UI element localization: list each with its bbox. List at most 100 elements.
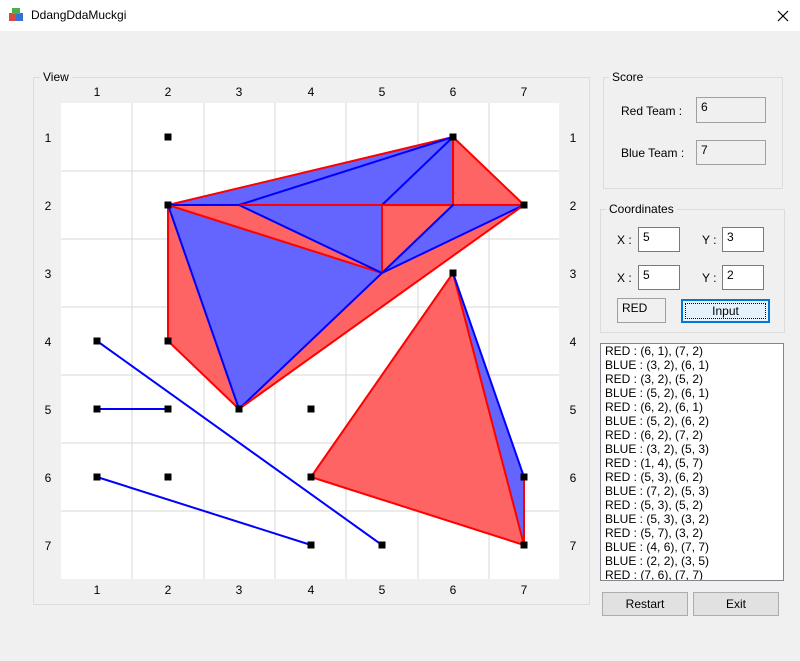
log-entry: BLUE : (4, 6), (7, 7) (605, 540, 710, 554)
board-point[interactable] (449, 269, 457, 277)
drawn-segment (452, 136, 525, 206)
y1-label: Y : (702, 233, 717, 247)
drawn-segment (381, 204, 454, 274)
drawn-segment (452, 272, 525, 478)
column-label: 6 (450, 583, 457, 597)
row-label: 2 (45, 199, 52, 213)
row-label: 5 (45, 403, 52, 417)
log-entry: BLUE : (5, 2), (6, 2) (605, 414, 710, 428)
log-entry: RED : (3, 2), (5, 2) (605, 372, 704, 386)
board-point[interactable] (307, 541, 315, 549)
drawn-segment (238, 204, 383, 274)
drawn-segment (238, 204, 525, 410)
column-label: 5 (379, 85, 386, 99)
drawn-segment (167, 340, 240, 410)
drawn-segment (310, 272, 454, 478)
column-label: 6 (450, 85, 457, 99)
title-bar: DdangDdaMuckgi (0, 0, 800, 31)
log-entry: RED : (6, 2), (6, 1) (605, 400, 704, 414)
board-point[interactable] (378, 541, 386, 549)
column-label: 3 (236, 583, 243, 597)
input-button[interactable]: Input (681, 299, 770, 323)
row-label: 2 (570, 199, 577, 213)
board-point[interactable] (235, 405, 243, 413)
blue-team-label: Blue Team : (621, 146, 685, 160)
row-label: 7 (570, 539, 577, 553)
x2-input[interactable]: 5 (638, 265, 680, 290)
row-label: 1 (570, 131, 577, 145)
board-point[interactable] (93, 405, 101, 413)
board-point[interactable] (520, 541, 528, 549)
column-label: 2 (165, 583, 172, 597)
row-label: 4 (570, 335, 577, 349)
blue-team-score: 7 (696, 140, 766, 165)
exit-button[interactable]: Exit (693, 592, 779, 616)
log-entry: RED : (7, 6), (7, 7) (605, 568, 704, 581)
red-team-label: Red Team : (621, 104, 683, 118)
restart-button[interactable]: Restart (602, 592, 688, 616)
board-point[interactable] (93, 473, 101, 481)
coordinates-group-title: Coordinates (606, 202, 677, 216)
drawn-segment (310, 476, 525, 546)
column-label: 3 (236, 85, 243, 99)
log-entry: BLUE : (5, 2), (6, 1) (605, 386, 710, 400)
y2-label: Y : (702, 271, 717, 285)
board-point[interactable] (520, 473, 528, 481)
y2-input[interactable]: 2 (722, 265, 764, 290)
log-entry: RED : (6, 1), (7, 2) (605, 344, 704, 358)
log-entry: BLUE : (3, 2), (6, 1) (605, 358, 710, 372)
coordinates-groupbox (600, 209, 785, 333)
log-entry: RED : (5, 3), (5, 2) (605, 498, 704, 512)
drawn-segment (238, 272, 383, 410)
board-point[interactable] (164, 133, 172, 141)
log-entry: RED : (5, 7), (3, 2) (605, 526, 704, 540)
column-label: 7 (521, 583, 528, 597)
drawn-segment (381, 204, 525, 274)
move-log[interactable]: RED : (6, 1), (7, 2) BLUE : (3, 2), (6, 1… (600, 343, 784, 581)
log-entry: BLUE : (3, 2), (5, 3) (605, 442, 710, 456)
drawn-segment (167, 136, 454, 206)
column-label: 4 (308, 85, 315, 99)
log-entry: RED : (6, 2), (7, 2) (605, 428, 704, 442)
drawn-segment (96, 476, 312, 546)
board-point[interactable] (164, 473, 172, 481)
log-entry: BLUE : (2, 2), (3, 5) (605, 554, 710, 568)
board-point[interactable] (307, 473, 315, 481)
x2-label: X : (617, 271, 632, 285)
window-title: DdangDdaMuckgi (31, 8, 127, 22)
close-button[interactable] (766, 0, 800, 31)
log-entry: BLUE : (5, 3), (3, 2) (605, 512, 710, 526)
board-point[interactable] (520, 201, 528, 209)
turn-indicator: RED (617, 298, 666, 323)
y1-input[interactable]: 3 (722, 227, 764, 252)
log-entry: RED : (1, 4), (5, 7) (605, 456, 704, 470)
row-label: 3 (45, 267, 52, 281)
drawn-segment (238, 136, 454, 206)
board-point[interactable] (307, 405, 315, 413)
column-label: 1 (94, 85, 101, 99)
board-point[interactable] (93, 337, 101, 345)
drawn-segment (167, 204, 383, 274)
log-entry: RED : (5, 3), (6, 2) (605, 470, 704, 484)
drawn-segment (167, 204, 240, 410)
score-group-title: Score (609, 70, 647, 84)
x1-input[interactable]: 5 (638, 227, 680, 252)
board-point[interactable] (449, 133, 457, 141)
drawn-segment (452, 272, 525, 546)
board-point[interactable] (164, 337, 172, 345)
drawn-segment (96, 340, 383, 546)
score-groupbox (603, 77, 783, 189)
close-icon (777, 10, 789, 21)
board-point[interactable] (164, 201, 172, 209)
column-label: 4 (308, 583, 315, 597)
board-point[interactable] (164, 405, 172, 413)
red-team-score: 6 (696, 97, 766, 123)
row-label: 5 (570, 403, 577, 417)
app-icon (9, 8, 23, 21)
column-label: 1 (94, 583, 101, 597)
view-groupbox (33, 77, 590, 605)
row-label: 4 (45, 335, 52, 349)
x1-label: X : (617, 233, 632, 247)
row-label: 6 (45, 471, 52, 485)
